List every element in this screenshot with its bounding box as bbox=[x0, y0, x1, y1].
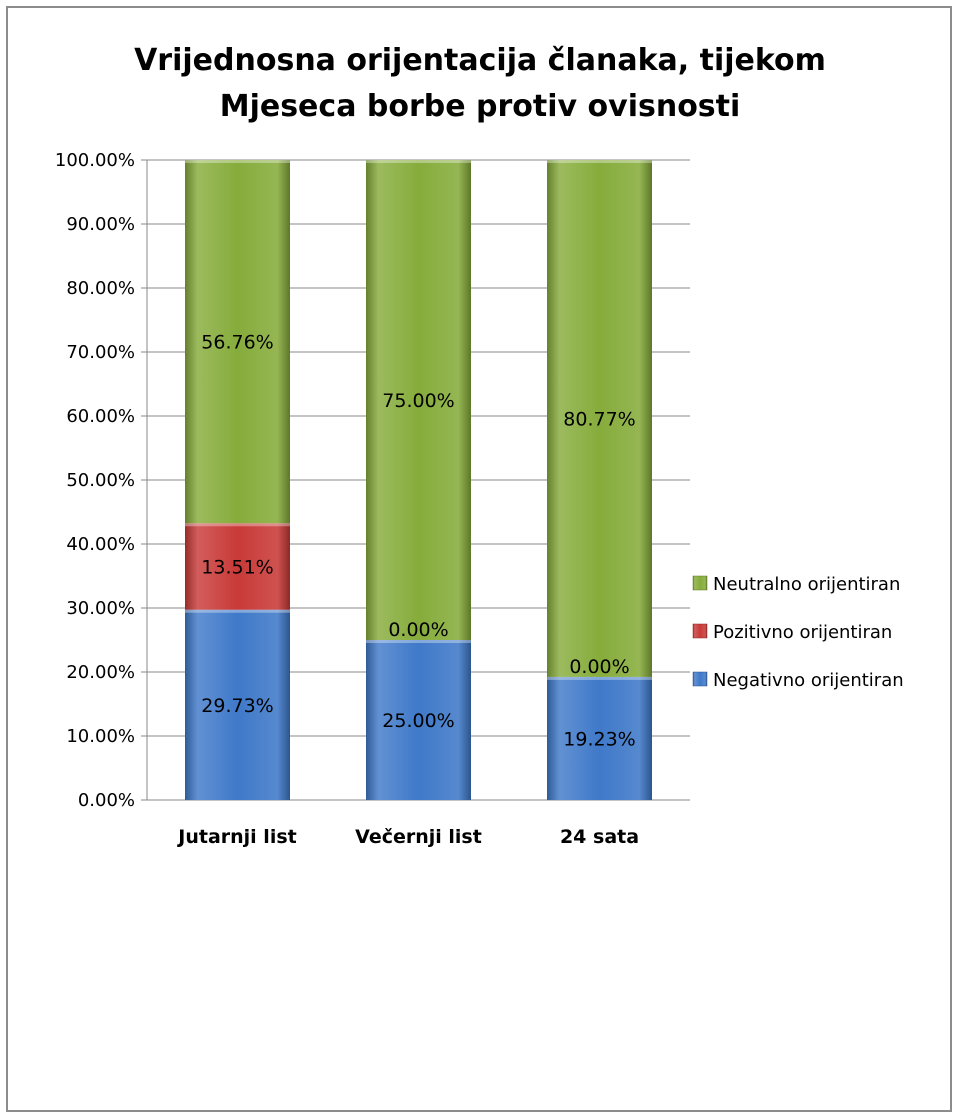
y-tick-label: 70.00% bbox=[66, 342, 135, 363]
bar-segment bbox=[547, 676, 652, 800]
legend-label: Negativno orijentiran bbox=[713, 670, 904, 691]
chart-area bbox=[6, 6, 952, 1112]
y-tick-label: 90.00% bbox=[66, 214, 135, 235]
bar-segment bbox=[547, 160, 652, 677]
y-tick-label: 100.00% bbox=[55, 150, 135, 171]
bar-segment-highlight bbox=[185, 160, 290, 163]
y-tick-label: 50.00% bbox=[66, 470, 135, 491]
legend-swatch bbox=[692, 623, 708, 639]
bar-segment-highlight bbox=[547, 676, 652, 680]
data-label: 29.73% bbox=[201, 695, 273, 717]
bar-segment bbox=[185, 160, 290, 524]
bar-segment-highlight bbox=[185, 609, 290, 613]
x-category-label: 24 sata bbox=[560, 826, 639, 848]
y-tick-label: 20.00% bbox=[66, 662, 135, 683]
bar-segment bbox=[366, 160, 471, 640]
bar-segment-highlight bbox=[366, 640, 471, 643]
bar-segment bbox=[185, 609, 290, 800]
y-tick-label: 40.00% bbox=[66, 534, 135, 555]
x-category-label: Jutarnji list bbox=[176, 826, 296, 848]
data-label: 13.51% bbox=[201, 556, 273, 578]
legend-swatch bbox=[692, 671, 708, 687]
y-tick-label: 0.00% bbox=[78, 790, 135, 811]
data-label: 0.00% bbox=[569, 656, 629, 678]
data-label: 80.77% bbox=[563, 408, 635, 430]
bar-segment-highlight bbox=[185, 523, 290, 527]
data-label: 56.76% bbox=[201, 332, 273, 354]
x-category-label: Večernji list bbox=[355, 826, 482, 848]
data-labels: 29.73% 13.51% 56.76% 25.00% 0.00% 75.00% 19.23… bbox=[201, 332, 635, 751]
y-tick-label: 80.00% bbox=[66, 278, 135, 299]
bar-segment-highlight bbox=[366, 160, 471, 163]
bars bbox=[185, 160, 652, 800]
chart-title-line-1: Vrijednosna orijentacija članaka, tijeko… bbox=[134, 43, 826, 78]
bar-segment bbox=[185, 523, 290, 610]
legend: Neutralno orijentiran Pozitivno orijentir… bbox=[692, 574, 904, 691]
y-tick-label: 30.00% bbox=[66, 598, 135, 619]
data-label: 0.00% bbox=[388, 619, 448, 641]
legend-label: Neutralno orijentiran bbox=[713, 574, 900, 595]
data-label: 25.00% bbox=[382, 710, 454, 732]
legend-label: Pozitivno orijentiran bbox=[713, 622, 892, 643]
data-label: 19.23% bbox=[563, 728, 635, 750]
axes: 0.00% 10.00% 20.00% 30.00% 40.00% 50.00% 60.00… bbox=[55, 150, 690, 848]
bar-segment-highlight bbox=[547, 160, 652, 163]
chart-title-line-2: Mjeseca borbe protiv ovisnosti bbox=[219, 89, 741, 124]
data-label: 75.00% bbox=[382, 390, 454, 412]
bar-segment bbox=[366, 640, 471, 800]
chart-title: Vrijednosna orijentacija članaka, tijeko… bbox=[0, 38, 960, 130]
y-tick-label: 60.00% bbox=[66, 406, 135, 427]
legend-swatch bbox=[692, 575, 708, 591]
y-tick-label: 10.00% bbox=[66, 726, 135, 747]
